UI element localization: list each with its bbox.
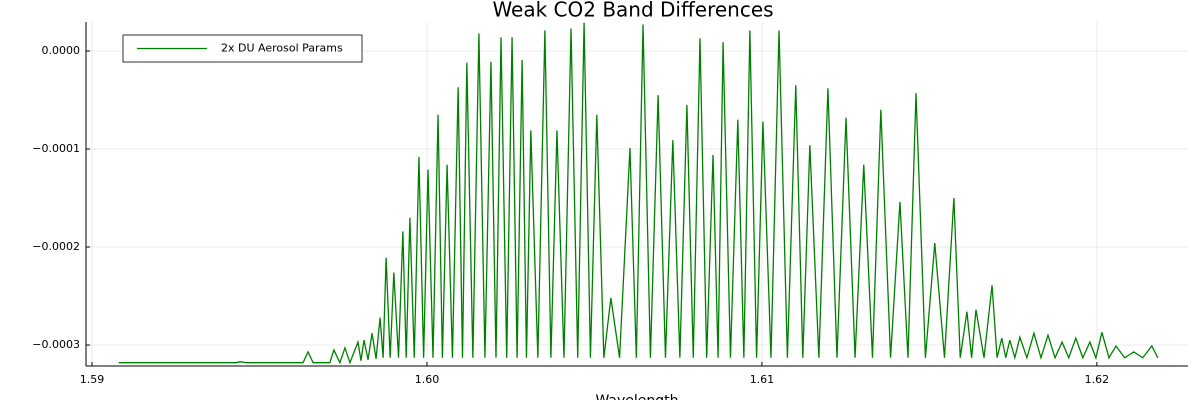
x-tick-label: 1.62 xyxy=(1085,373,1110,386)
x-axis-label: Wavelength xyxy=(595,393,678,400)
series-line xyxy=(118,22,1159,365)
x-tick-label: 1.59 xyxy=(80,373,105,386)
y-tick-label: −0.0003 xyxy=(32,338,80,351)
x-tick-label: 1.60 xyxy=(415,373,440,386)
y-tick-label: 0.0000 xyxy=(42,44,81,57)
y-tick-label: −0.0001 xyxy=(32,142,80,155)
x-tick-label: 1.61 xyxy=(750,373,775,386)
legend-label: 2x DU Aerosol Params xyxy=(221,42,343,55)
y-tick-label: −0.0002 xyxy=(32,240,80,253)
legend-box xyxy=(122,34,363,63)
chart-title: Weak CO2 Band Differences xyxy=(492,0,773,22)
